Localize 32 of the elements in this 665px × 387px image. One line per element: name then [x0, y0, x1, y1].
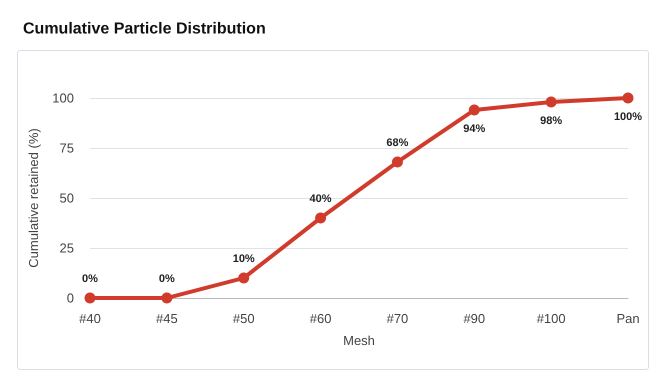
y-tick-label: 25 [60, 240, 74, 256]
x-tick-label: Pan [616, 311, 640, 326]
x-tick-label: #60 [310, 311, 332, 326]
data-label: 68% [386, 137, 409, 149]
x-tick-label: #45 [156, 311, 178, 326]
y-tick-label: 0 [66, 290, 74, 306]
data-label: 0% [158, 273, 176, 285]
data-label: 10% [232, 253, 255, 265]
point [161, 292, 172, 304]
x-tick-label: #50 [232, 311, 255, 326]
data-label: 40% [310, 193, 332, 205]
x-tick-label: #40 [79, 311, 101, 326]
x-tick-label: #100 [536, 311, 566, 326]
point [546, 96, 557, 108]
point [238, 272, 250, 284]
data-label: 94% [463, 123, 486, 135]
point [622, 92, 634, 104]
y-tick-label: 100 [52, 90, 74, 106]
data-label: 100% [614, 111, 642, 123]
chart-title: Cumulative Particle Distribution [23, 20, 266, 38]
y-axis-title: Cumulative retained (%) [26, 128, 41, 268]
x-tick-label: #90 [463, 311, 486, 326]
point [315, 212, 326, 224]
data-label: 0% [82, 273, 98, 285]
point [468, 104, 480, 116]
y-tick-label: 75 [60, 140, 74, 156]
x-tick-label: #70 [386, 311, 408, 326]
data-label: 98% [540, 115, 562, 127]
point [84, 292, 96, 304]
x-axis-title: Mesh [343, 333, 375, 348]
y-tick-label: 50 [60, 190, 74, 206]
point [392, 156, 403, 168]
